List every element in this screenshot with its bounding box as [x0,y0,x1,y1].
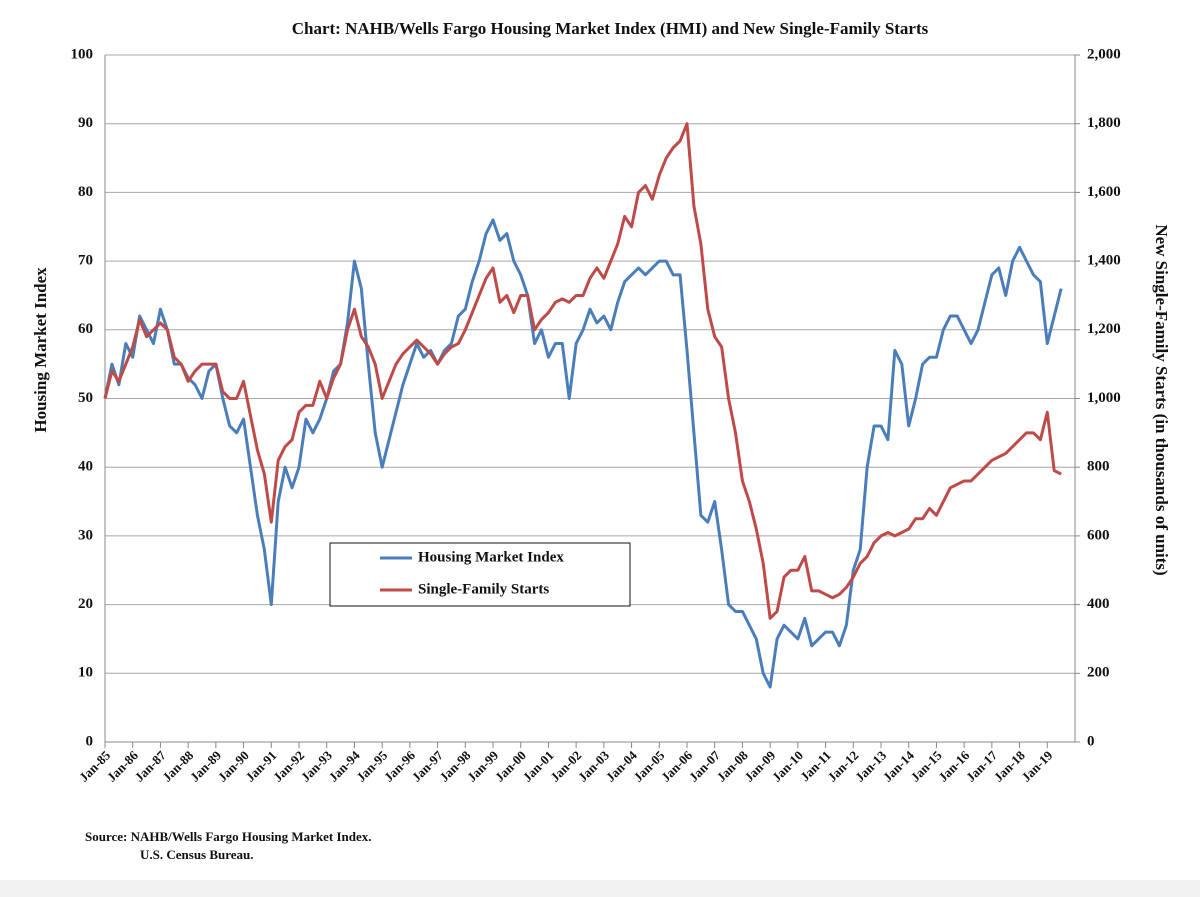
series-line [103,122,1062,620]
y2-tick-label: 1,000 [1087,390,1121,406]
y2-tick-label: 200 [1087,665,1110,681]
y-tick-label: 90 [78,115,93,131]
y2-tick-label: 1,200 [1087,321,1121,337]
y-tick-label: 30 [78,527,93,543]
x-tick-label: Jan-19 [1018,747,1056,785]
y2-tick-label: 2,000 [1087,46,1121,62]
source-line: U.S. Census Bureau. [140,847,254,862]
legend-box [329,542,631,607]
footer-bar [0,880,1200,897]
legend-label: Housing Market Index [418,549,564,565]
y-tick-label: 0 [86,733,94,749]
y-tick-label: 100 [71,46,94,62]
legend-label: Single-Family Starts [418,581,549,597]
y2-tick-label: 0 [1087,733,1095,749]
y-tick-label: 20 [78,596,93,612]
y-tick-label: 40 [78,459,93,475]
source-line: Source: NAHB/Wells Fargo Housing Market … [85,829,371,844]
y-tick-label: 50 [78,390,93,406]
y2-tick-label: 800 [1087,459,1110,475]
y-tick-label: 10 [78,665,93,681]
y-tick-label: 60 [78,321,93,337]
y-tick-label: 70 [78,253,93,269]
chart-title: Chart: NAHB/Wells Fargo Housing Market I… [292,19,929,38]
x-tick-label: Jan-10 [769,748,806,785]
y-axis-label: Housing Market Index [31,267,50,433]
y-tick-label: 80 [78,184,93,200]
y2-axis-label: New Single-Family Starts (in thousands o… [1152,224,1171,575]
y2-tick-label: 1,800 [1087,115,1121,131]
y2-tick-label: 600 [1087,527,1110,543]
y2-tick-label: 400 [1087,596,1110,612]
y2-tick-label: 1,600 [1087,184,1121,200]
series-line [103,218,1063,689]
y2-tick-label: 1,400 [1087,253,1121,269]
